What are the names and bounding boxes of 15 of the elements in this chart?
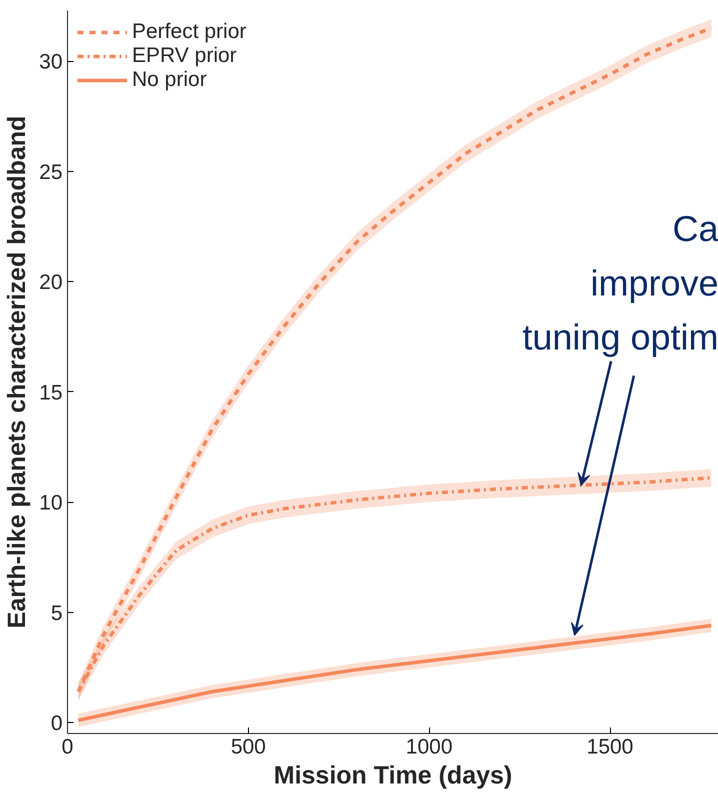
- legend-label: Perfect prior: [132, 20, 246, 44]
- x-tick-label: 1500: [586, 736, 634, 758]
- y-axis-title: Earth-like planets characterized broadband: [3, 116, 32, 628]
- legend-label: EPRV prior: [132, 44, 237, 68]
- y-tick-label: 25: [39, 160, 62, 184]
- x-tick-label: 500: [230, 736, 266, 758]
- y-tick-label: 15: [39, 381, 62, 404]
- y-tick-label: 5: [50, 602, 63, 625]
- legend-label: No prior: [132, 68, 207, 92]
- y-tick-label: 10: [39, 492, 62, 515]
- y-tick-label: 20: [39, 271, 62, 294]
- y-tick-label: 0: [50, 712, 63, 735]
- y-tick-label: 30: [39, 50, 62, 74]
- x-tick-label: 1000: [406, 736, 453, 758]
- x-axis-title: Mission Time (days): [274, 762, 512, 790]
